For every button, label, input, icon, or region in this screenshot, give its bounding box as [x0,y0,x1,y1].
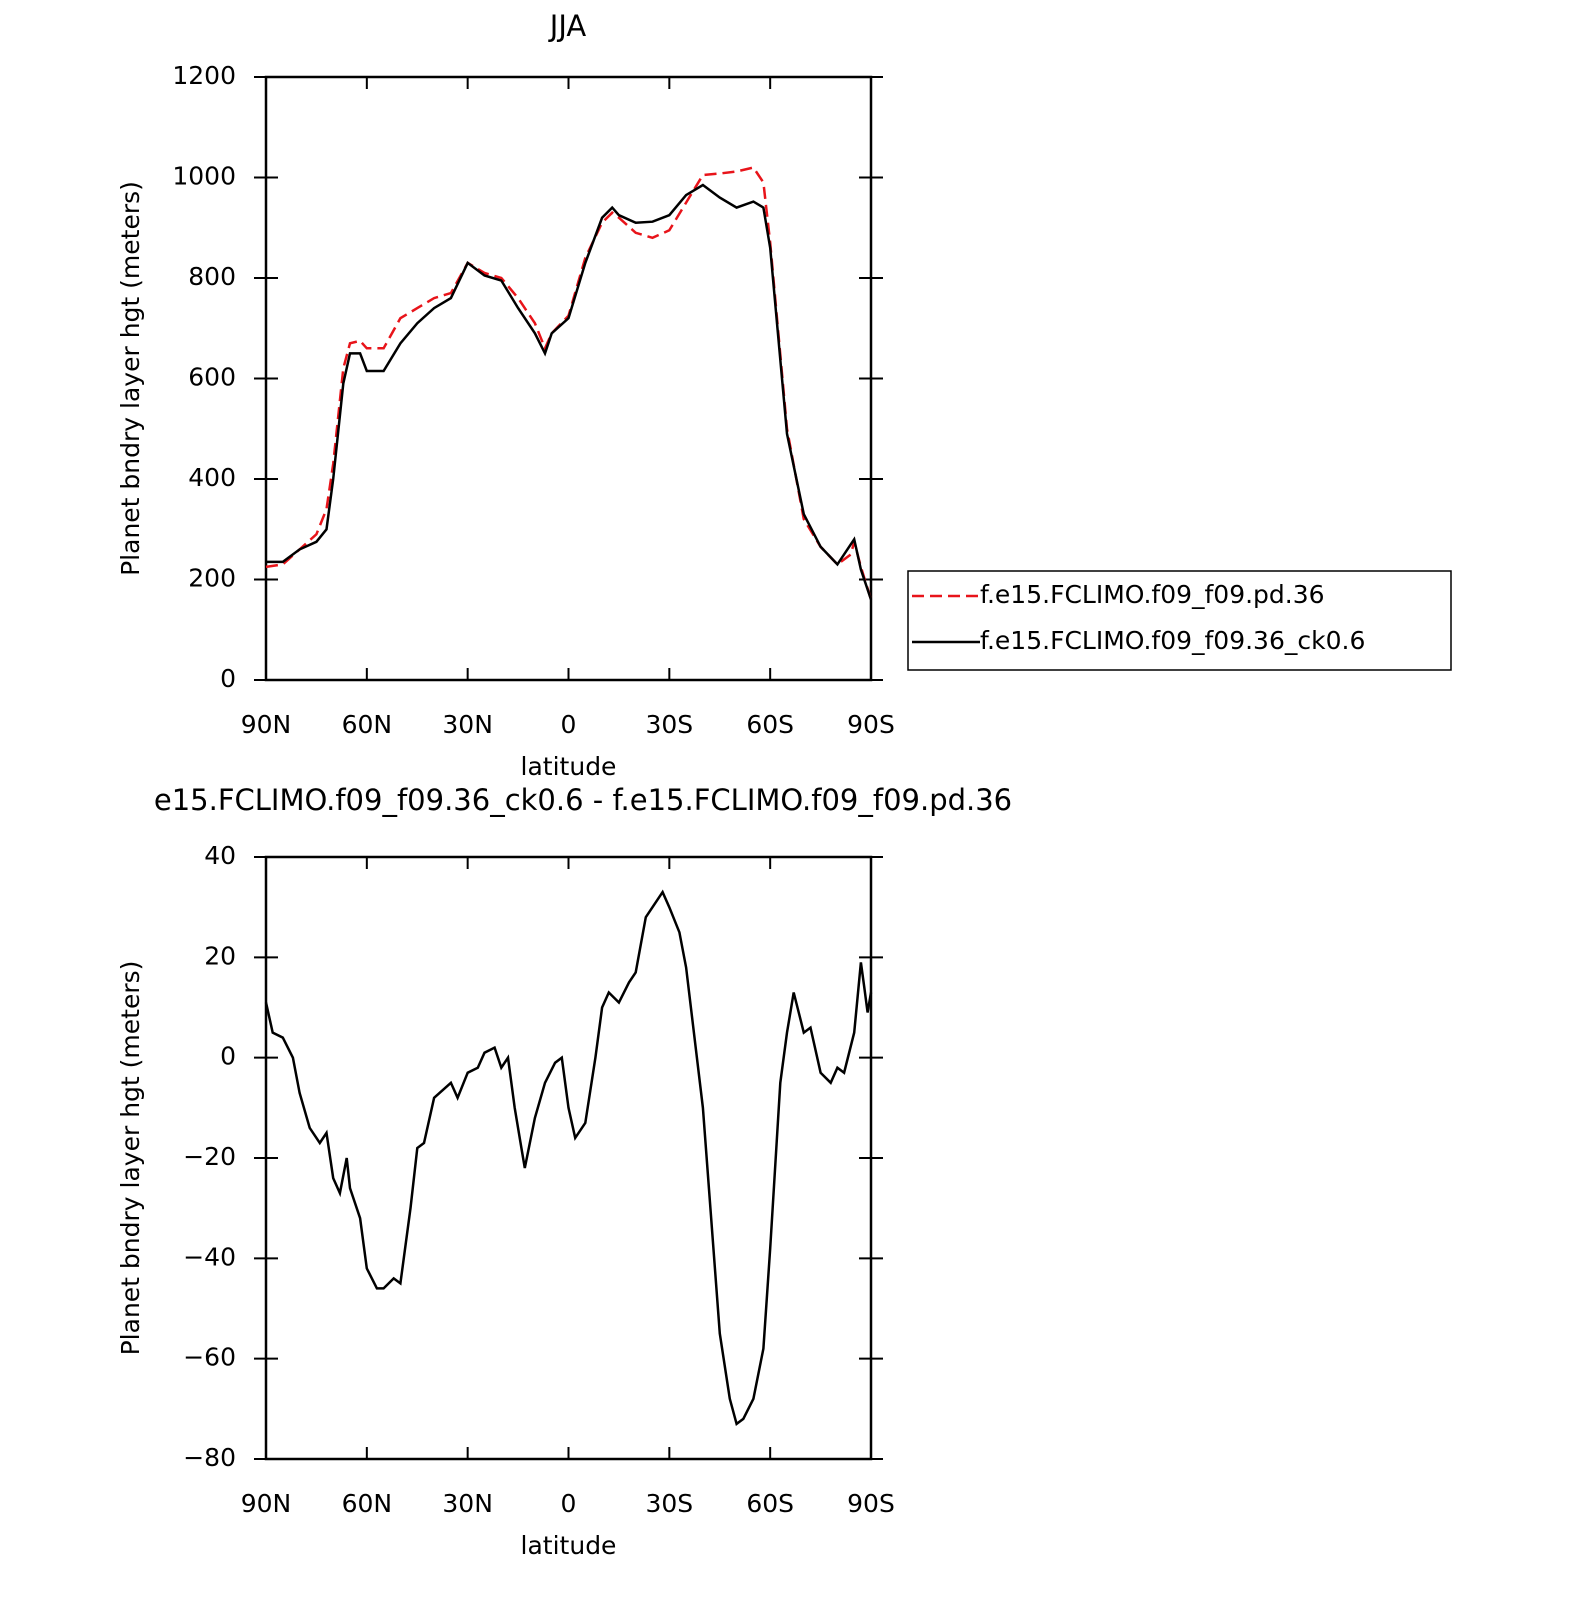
y-tick-label: 400 [188,463,236,492]
legend-label: f.e15.FCLIMO.f09_f09.36_ck0.6 [980,626,1365,655]
y-tick-label: 40 [204,841,236,870]
chart-title: e15.FCLIMO.f09_f09.36_ck0.6 - f.e15.FCLI… [154,783,1012,817]
x-tick-label: 90N [241,1489,292,1518]
x-tick-label: 0 [561,710,577,739]
y-tick-label: 0 [220,664,236,693]
data-line [266,183,873,600]
x-axis-label: latitude [521,752,617,781]
y-tick-label: −80 [183,1443,236,1472]
x-tick-label: 30S [645,1489,693,1518]
x-tick-label: 30N [442,1489,493,1518]
y-tick-label: 1000 [172,162,236,191]
x-tick-label: 60N [342,710,393,739]
legend-box [907,570,1452,671]
plot-frame [264,855,873,1461]
y-tick-label: 20 [204,941,236,970]
x-tick-label: 30S [645,710,693,739]
data-line [264,889,873,1427]
x-tick-label: 0 [561,1489,577,1518]
x-tick-label: 30N [442,710,493,739]
x-tick-label: 90S [847,710,895,739]
x-tick-label: 60S [746,1489,794,1518]
y-axis-label: Planet bndry layer hgt (meters) [116,961,145,1356]
y-tick-label: 0 [220,1042,236,1071]
y-axis-label: Planet bndry layer hgt (meters) [116,181,145,576]
x-tick-label: 60S [746,710,794,739]
x-axis-label: latitude [521,1531,617,1560]
y-tick-label: 600 [188,363,236,392]
x-tick-label: 90N [241,710,292,739]
legend-label: f.e15.FCLIMO.f09_f09.pd.36 [980,580,1325,609]
data-line [265,166,873,600]
y-tick-label: −20 [183,1142,236,1171]
y-tick-label: 200 [188,564,236,593]
y-tick-label: −60 [183,1343,236,1372]
x-tick-label: 60N [342,1489,393,1518]
y-tick-label: −40 [183,1242,236,1271]
chart-title: JJA [548,9,587,43]
y-tick-label: 800 [188,262,236,291]
x-tick-label: 90S [847,1489,895,1518]
plot-frame [264,75,873,682]
y-tick-label: 1200 [172,61,236,90]
